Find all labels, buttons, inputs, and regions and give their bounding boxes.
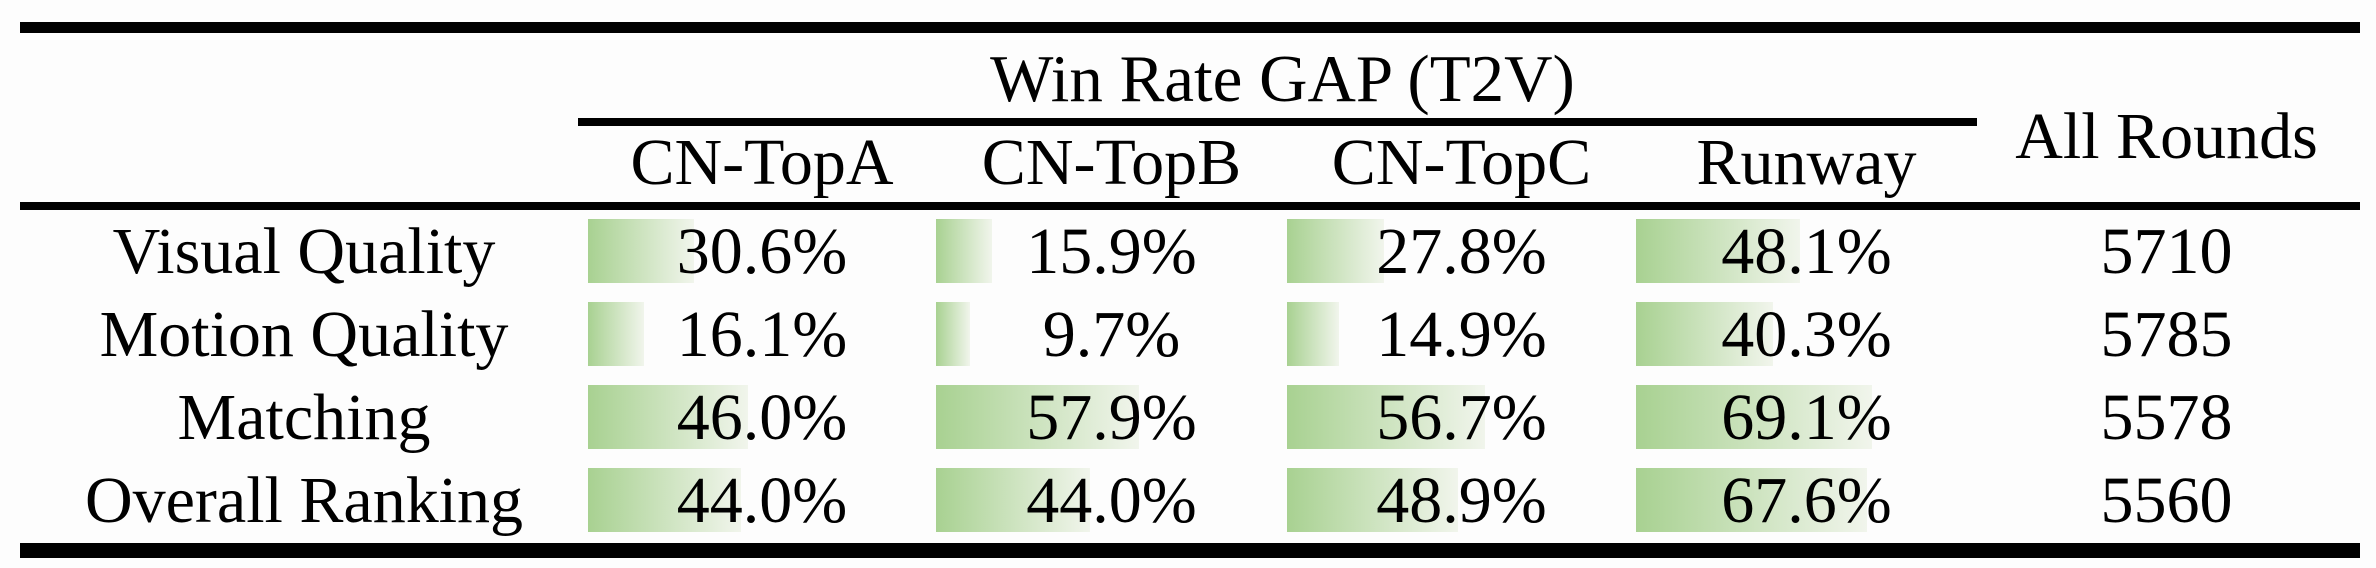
win-rate-bar bbox=[936, 219, 992, 283]
table-row-matching: Matching 46.0% 57.9% 56.7% 69.1% 5578 bbox=[20, 376, 2356, 459]
win-rate-bar bbox=[588, 219, 695, 283]
row-label: Overall Ranking bbox=[84, 464, 524, 537]
win-rate-cell: 56.7% bbox=[1287, 376, 1636, 459]
win-rate-cell: 57.9% bbox=[936, 376, 1287, 459]
win-rate-cell: 48.9% bbox=[1287, 459, 1636, 542]
win-rate-value: 67.6% bbox=[1721, 464, 1892, 537]
all-rounds-value: 5560 bbox=[2100, 464, 2233, 537]
header-separator-rule bbox=[20, 202, 2360, 210]
win-rate-cell: 48.1% bbox=[1636, 210, 1977, 293]
win-rate-value: 16.1% bbox=[676, 298, 848, 371]
win-rate-value: 48.1% bbox=[1721, 215, 1892, 288]
win-rate-value: 56.7% bbox=[1376, 381, 1547, 454]
all-rounds-value: 5578 bbox=[2100, 381, 2233, 454]
table-bottom-rule bbox=[20, 543, 2360, 558]
win-rate-bar bbox=[1287, 302, 1339, 366]
win-rate-cell: 15.9% bbox=[936, 210, 1287, 293]
table-row-overall-ranking: Overall Ranking 44.0% 44.0% 48.9% 67.6% … bbox=[20, 459, 2356, 542]
row-label: Matching bbox=[177, 381, 431, 454]
win-rate-value: 69.1% bbox=[1721, 381, 1892, 454]
column-header-cn-topc: CN-TopC bbox=[1331, 126, 1592, 199]
column-header-runway: Runway bbox=[1696, 126, 1917, 199]
win-rate-bar bbox=[1287, 219, 1385, 283]
win-rate-value: 27.8% bbox=[1376, 215, 1547, 288]
column-header-cn-topa: CN-TopA bbox=[630, 126, 894, 199]
win-rate-cell: 30.6% bbox=[588, 210, 936, 293]
win-rate-value: 30.6% bbox=[676, 215, 848, 288]
win-rate-bar bbox=[588, 302, 645, 366]
all-rounds-column-header: All Rounds bbox=[2015, 100, 2318, 173]
row-label: Motion Quality bbox=[99, 298, 509, 371]
win-rate-cell: 27.8% bbox=[1287, 210, 1636, 293]
win-rate-cell: 44.0% bbox=[936, 459, 1287, 542]
table-row-motion-quality: Motion Quality 16.1% 9.7% 14.9% 40.3% 57… bbox=[20, 293, 2356, 376]
win-rate-bar bbox=[588, 385, 749, 449]
all-rounds-value: 5785 bbox=[2100, 298, 2233, 371]
column-header-row: CN-TopA CN-TopB CN-TopC Runway bbox=[588, 126, 1977, 200]
win-rate-cell: 46.0% bbox=[588, 376, 936, 459]
group-header-win-rate-gap: Win Rate GAP (T2V) bbox=[990, 42, 1575, 116]
win-rate-value: 44.0% bbox=[676, 464, 848, 537]
win-rate-value: 15.9% bbox=[1026, 215, 1197, 288]
win-rate-value: 48.9% bbox=[1376, 464, 1547, 537]
table-body: Visual Quality 30.6% 15.9% 27.8% 48.1% 5… bbox=[20, 210, 2356, 542]
win-rate-cell: 67.6% bbox=[1636, 459, 1977, 542]
win-rate-cell: 69.1% bbox=[1636, 376, 1977, 459]
all-rounds-value: 5710 bbox=[2100, 215, 2233, 288]
win-rate-bar bbox=[1636, 468, 1867, 532]
win-rate-cell: 9.7% bbox=[936, 293, 1287, 376]
win-rate-cell: 16.1% bbox=[588, 293, 936, 376]
group-header-underline bbox=[578, 118, 1977, 126]
win-rate-cell: 40.3% bbox=[1636, 293, 1977, 376]
win-rate-cell: 14.9% bbox=[1287, 293, 1636, 376]
row-label: Visual Quality bbox=[112, 215, 496, 288]
win-rate-bar bbox=[1636, 219, 1801, 283]
table-row-visual-quality: Visual Quality 30.6% 15.9% 27.8% 48.1% 5… bbox=[20, 210, 2356, 293]
win-rate-value: 9.7% bbox=[1042, 298, 1181, 371]
win-rate-value: 40.3% bbox=[1721, 298, 1892, 371]
win-rate-bar bbox=[936, 468, 1091, 532]
win-rate-value: 44.0% bbox=[1026, 464, 1197, 537]
win-rate-bar bbox=[1287, 385, 1485, 449]
win-rate-value: 57.9% bbox=[1026, 381, 1197, 454]
win-rate-bar bbox=[936, 302, 971, 366]
win-rate-bar bbox=[1636, 302, 1774, 366]
win-rate-bar bbox=[588, 468, 742, 532]
win-rate-bar bbox=[1636, 385, 1872, 449]
win-rate-bar bbox=[1287, 468, 1458, 532]
column-header-cn-topb: CN-TopB bbox=[981, 126, 1242, 199]
win-rate-value: 14.9% bbox=[1376, 298, 1547, 371]
win-rate-bar bbox=[936, 385, 1140, 449]
win-rate-cell: 44.0% bbox=[588, 459, 936, 542]
win-rate-value: 46.0% bbox=[676, 381, 848, 454]
table-top-rule bbox=[20, 22, 2360, 33]
